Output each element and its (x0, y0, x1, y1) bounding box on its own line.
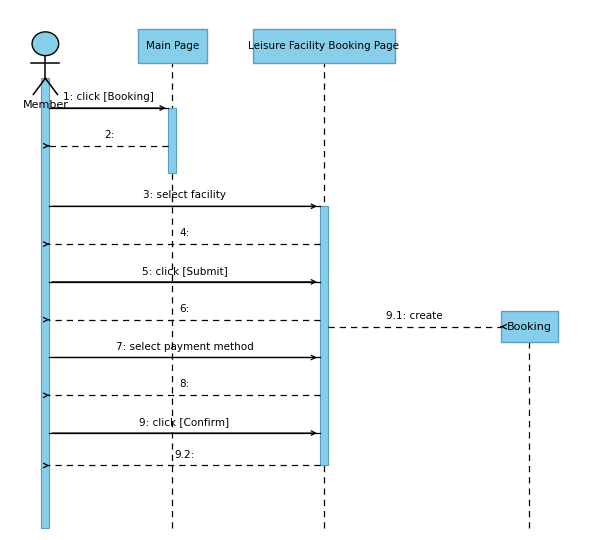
Text: 9.1: create: 9.1: create (386, 310, 442, 321)
Text: 6:: 6: (180, 303, 189, 314)
Text: 3: select facility: 3: select facility (143, 190, 226, 200)
Text: 8:: 8: (180, 379, 189, 389)
Text: 9.2:: 9.2: (174, 449, 195, 460)
Text: 9: click [Confirm]: 9: click [Confirm] (140, 417, 229, 427)
Bar (501, 311, 558, 342)
Text: Member: Member (22, 100, 68, 110)
Circle shape (32, 32, 59, 56)
Text: 5: click [Submit]: 5: click [Submit] (142, 266, 227, 276)
Text: 1: click [Booking]: 1: click [Booking] (64, 92, 154, 102)
Bar (253, 29, 395, 63)
Bar (168, 108, 177, 173)
Bar (41, 78, 49, 528)
Text: Main Page: Main Page (146, 41, 199, 51)
Bar (137, 29, 207, 63)
Text: Booking: Booking (507, 322, 552, 332)
Text: 2:: 2: (104, 130, 114, 140)
Text: Leisure Facility Booking Page: Leisure Facility Booking Page (248, 41, 399, 51)
Text: 4:: 4: (180, 228, 189, 238)
Bar (320, 206, 328, 465)
Text: 7: select payment method: 7: select payment method (116, 341, 253, 352)
